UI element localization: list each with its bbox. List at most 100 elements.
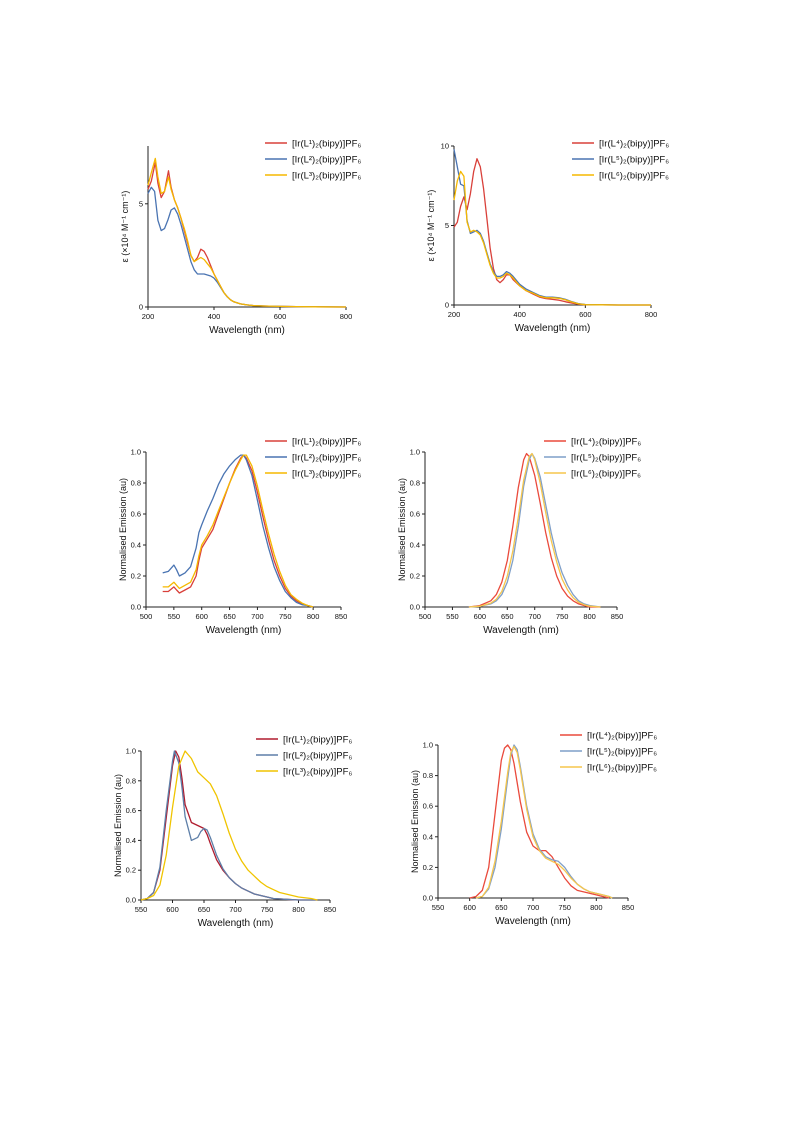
x-tick-label: 600	[195, 612, 208, 621]
series-line-1	[162, 454, 314, 608]
legend-label: [Ir(L³)₂(bipy)]PF₆	[292, 469, 361, 480]
x-tick-label: 750	[261, 905, 274, 914]
x-tick-label: 200	[448, 310, 461, 319]
x-tick-label: 850	[324, 905, 337, 914]
x-tick-label: 400	[208, 312, 221, 321]
x-tick-label: 600	[463, 903, 476, 912]
legend-label: [Ir(L³)₂(bipy)]PF₆	[283, 767, 352, 778]
y-tick-label: 0.2	[423, 863, 433, 872]
y-tick-label: 0.8	[410, 479, 420, 488]
y-tick-label: 1.0	[410, 448, 420, 457]
y-axis-label: ε (×10⁴ M⁻¹ cm⁻¹)	[426, 190, 436, 262]
y-tick-label: 0.6	[131, 510, 141, 519]
y-tick-label: 0.2	[410, 572, 420, 581]
series-line-2	[140, 750, 318, 901]
chart-panel-6: 550 600 650 700 750 800 850 0.0 0.2 0.4 0.6 0.8 1.0 W…	[410, 731, 657, 928]
legend-label: [Ir(L¹)₂(bipy)]PF₆	[292, 139, 361, 150]
x-tick-label: 800	[583, 612, 596, 621]
y-tick-label: 1.0	[423, 741, 433, 750]
x-axis-label: Wavelength (nm)	[495, 916, 571, 927]
legend-label: [Ir(L¹)₂(bipy)]PF₆	[292, 437, 361, 448]
x-tick-label: 700	[528, 612, 541, 621]
x-tick-label: 550	[432, 903, 445, 912]
x-axis-label: Wavelength (nm)	[209, 325, 285, 336]
legend-label: [Ir(L⁶)₂(bipy)]PF₆	[599, 171, 669, 182]
chart-panel-1: 200 400 600 800 0 5 Wavelength (nm) ε (×10⁴ M⁻¹…	[120, 139, 361, 337]
y-axis-label: Normalised Emission (au)	[397, 478, 407, 581]
x-tick-label: 700	[229, 905, 242, 914]
series-line-3	[147, 157, 347, 308]
chart-panel-3: 500 550 600 650 700 750 800 850 0.0 0.2 0.4 0.6 0.8 1…	[118, 437, 361, 637]
x-tick-label: 550	[446, 612, 459, 621]
series-line-3	[140, 750, 318, 901]
y-tick-label: 0.6	[126, 806, 136, 815]
legend-label: [Ir(L³)₂(bipy)]PF₆	[292, 171, 361, 182]
legend-label: [Ir(L⁵)₂(bipy)]PF₆	[571, 453, 641, 464]
y-axis-label: ε (×10⁴ M⁻¹ cm⁻¹)	[120, 191, 130, 263]
x-tick-label: 750	[556, 612, 569, 621]
series-line-1	[469, 744, 610, 899]
x-tick-label: 850	[611, 612, 624, 621]
x-tick-label: 600	[579, 310, 592, 319]
x-tick-label: 600	[474, 612, 487, 621]
x-tick-label: 650	[223, 612, 236, 621]
y-tick-label: 0.2	[126, 866, 136, 875]
y-tick-label: 0.8	[126, 776, 136, 785]
x-tick-label: 800	[307, 612, 320, 621]
y-tick-label: 0.6	[410, 510, 420, 519]
x-axis-label: Wavelength (nm)	[483, 625, 559, 636]
legend-label: [Ir(L²)₂(bipy)]PF₆	[292, 155, 361, 166]
y-tick-label: 0.4	[126, 836, 136, 845]
series-line-2	[162, 454, 314, 608]
y-tick-label: 0.8	[131, 479, 141, 488]
y-tick-label: 5	[139, 199, 143, 208]
x-tick-label: 600	[274, 312, 287, 321]
x-tick-label: 800	[590, 903, 603, 912]
chart-panel-2: 200 400 600 800 0 5 10 Wavelength (nm) ε (×10⁴ M…	[426, 139, 669, 335]
y-tick-label: 1.0	[126, 747, 136, 756]
x-axis-label: Wavelength (nm)	[198, 918, 274, 929]
series-line-1	[147, 161, 347, 308]
x-tick-label: 400	[513, 310, 526, 319]
x-tick-label: 750	[558, 903, 571, 912]
legend-label: [Ir(L⁵)₂(bipy)]PF₆	[599, 155, 669, 166]
x-tick-label: 550	[168, 612, 181, 621]
legend-label: [Ir(L²)₂(bipy)]PF₆	[292, 453, 361, 464]
series-line-3	[475, 745, 613, 899]
series-line-2	[147, 186, 347, 308]
legend-label: [Ir(L⁶)₂(bipy)]PF₆	[571, 469, 641, 480]
y-tick-label: 0.0	[131, 603, 141, 612]
y-tick-label: 0.8	[423, 771, 433, 780]
y-tick-label: 0.2	[131, 572, 141, 581]
y-tick-label: 0.4	[423, 832, 433, 841]
legend-label: [Ir(L⁴)₂(bipy)]PF₆	[599, 139, 669, 150]
y-axis-label: Normalised Emission (au)	[410, 770, 420, 873]
x-axis-label: Wavelength (nm)	[206, 625, 282, 636]
chart-panel-5: 550 600 650 700 750 800 850 0.0 0.2 0.4 0.6 0.8 1.0 W…	[113, 735, 352, 930]
legend-label: [Ir(L⁶)₂(bipy)]PF₆	[587, 763, 657, 774]
legend-label: [Ir(L⁵)₂(bipy)]PF₆	[587, 747, 657, 758]
x-tick-label: 750	[279, 612, 292, 621]
x-tick-label: 500	[140, 612, 153, 621]
x-tick-label: 650	[495, 903, 508, 912]
legend-label: [Ir(L¹)₂(bipy)]PF₆	[283, 735, 352, 746]
x-tick-label: 200	[142, 312, 155, 321]
series-line-1	[468, 452, 601, 608]
legend-label: [Ir(L⁴)₂(bipy)]PF₆	[587, 731, 657, 742]
x-tick-label: 800	[645, 310, 658, 319]
x-tick-label: 800	[340, 312, 353, 321]
x-tick-label: 650	[501, 612, 514, 621]
x-tick-label: 850	[335, 612, 348, 621]
x-tick-label: 500	[419, 612, 432, 621]
y-tick-label: 0.0	[126, 896, 136, 905]
series-line-3	[453, 170, 651, 306]
y-tick-label: 5	[445, 221, 449, 230]
legend-label: [Ir(L²)₂(bipy)]PF₆	[283, 751, 352, 762]
x-tick-label: 600	[166, 905, 179, 914]
x-tick-label: 850	[622, 903, 635, 912]
x-tick-label: 650	[198, 905, 211, 914]
y-tick-label: 0	[139, 303, 143, 312]
x-tick-label: 800	[292, 905, 305, 914]
x-axis-label: Wavelength (nm)	[515, 323, 591, 334]
x-tick-label: 550	[135, 905, 148, 914]
